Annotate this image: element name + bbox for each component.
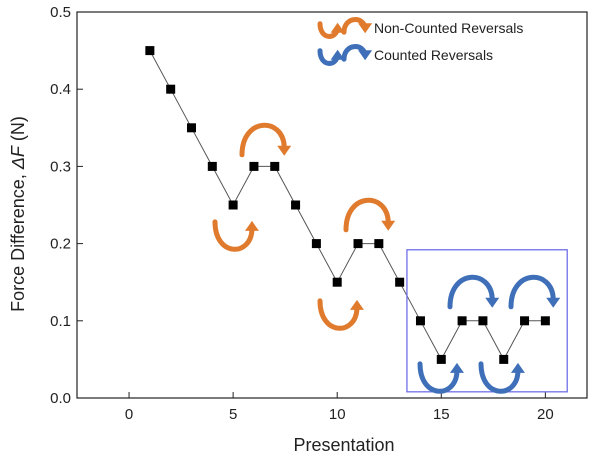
non-counted-arrow-icon [317,298,364,331]
arrow-arc [478,361,521,394]
data-point [540,316,550,326]
arrow-arc [343,197,391,233]
arrow-head [358,50,373,61]
data-point [291,200,301,210]
reversal-arrows [212,122,568,394]
plot-area [76,11,588,399]
arrow-head [358,23,373,34]
arrow-arc [239,122,287,158]
counted-arrow-icon [447,274,500,310]
data-point [186,123,196,133]
data-point [207,161,217,171]
axis-ticks: 0 5 10 15 20 0.0 0.1 0.2 0.3 0.4 0.5 [50,4,554,423]
y-tick-label: 0.1 [50,313,71,330]
non-counted-arrow-icon [239,122,292,158]
arrow-arc [508,274,556,310]
arrow-head [546,297,561,308]
arrow-head [330,49,345,60]
arrow-head [510,362,525,373]
legend: Non-Counted Reversals Counted Reversals [317,17,523,66]
y-axis-title: Force Difference, ΔF (N) [8,116,28,312]
x-tick-label: 0 [125,406,133,423]
arrow-head [277,145,292,156]
data-point [145,46,155,56]
legend-label: Non-Counted Reversals [374,20,523,36]
legend-arrow-icon [317,48,345,66]
data-point [228,200,238,210]
data-point [415,316,425,326]
data-point [311,239,321,249]
data-point [374,239,384,249]
x-tick-label: 15 [433,406,450,423]
y-tick-label: 0.0 [50,390,71,407]
counted-arrow-icon [478,361,525,394]
counted-arrow-icon [508,274,561,310]
counted-arrow-icon [417,361,464,394]
legend-arrow-icon [317,21,345,39]
data-point [353,239,363,249]
non-counted-arrow-icon [343,197,396,233]
data-point [270,161,280,171]
series-line [149,50,546,361]
data-point [520,316,530,326]
data-point [457,316,467,326]
y-tick-label: 0.3 [50,158,71,175]
data-point [332,277,342,287]
y-tick-label: 0.4 [50,81,71,98]
data-point [436,354,446,364]
data-point [395,277,405,287]
counted-region-box [406,249,568,393]
non-counted-arrow-icon [212,219,259,252]
data-point [478,316,488,326]
data-point [499,354,509,364]
arrow-arc [417,361,460,394]
arrow-head [244,220,259,231]
x-tick-label: 20 [537,406,554,423]
arrow-head [349,299,364,310]
arrow-arc [212,219,255,252]
x-tick-label: 5 [229,406,237,423]
plot-border [76,11,588,399]
arrow-head [330,22,345,33]
legend-arrow-icon [341,17,373,35]
arrow-arc [317,298,360,331]
arrow-head [449,362,464,373]
data-point [166,84,176,94]
x-axis-title: Presentation [293,435,394,455]
x-tick-label: 10 [329,406,346,423]
arrow-head [381,220,396,231]
y-tick-label: 0.2 [50,236,71,253]
arrow-arc [447,274,495,310]
y-axis-title-symbol: ΔF [8,145,28,170]
legend-arrow-icon [341,44,373,62]
y-axis-title-prefix: Force Difference, [8,169,28,312]
data-series [145,46,550,364]
y-tick-label: 0.5 [50,4,71,21]
legend-label: Counted Reversals [374,47,493,63]
data-point [249,161,259,171]
arrow-head [485,297,500,308]
y-axis-title-suffix: (N) [8,116,28,146]
